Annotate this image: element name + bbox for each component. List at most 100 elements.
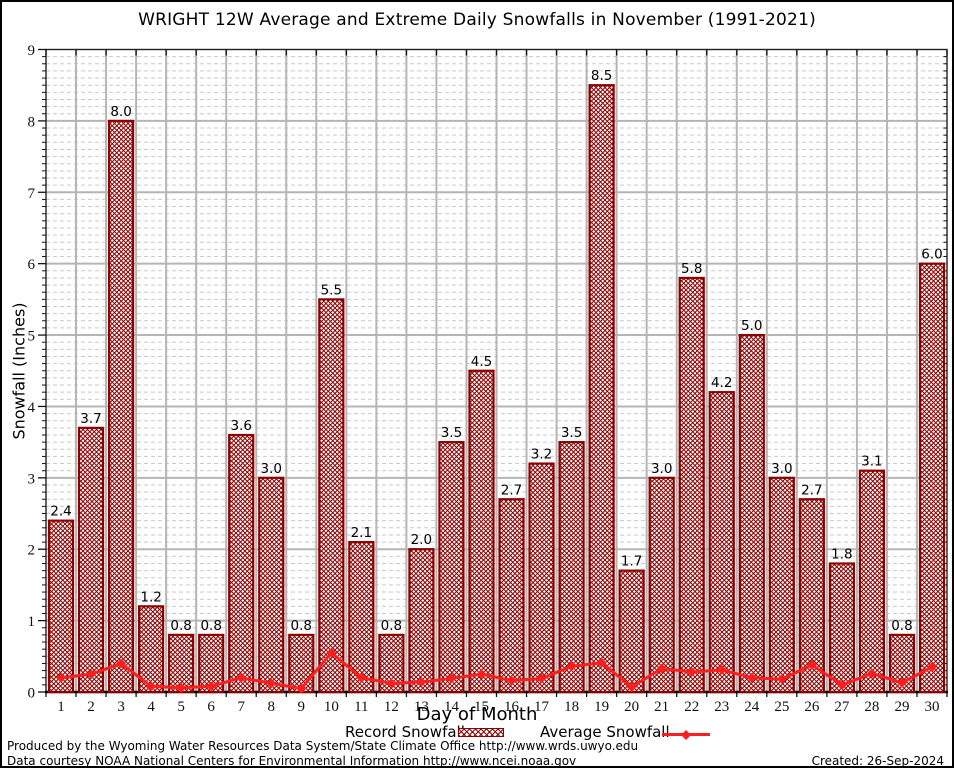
- record-bar-day-25: [768, 476, 795, 694]
- y-tick-label: 2: [28, 543, 36, 559]
- record-bar-day-20: [618, 569, 645, 694]
- record-bar-day-16: [498, 498, 525, 694]
- bar-value-label: 5.0: [741, 318, 762, 334]
- y-tick-label: 0: [28, 686, 36, 702]
- bar-value-label: 5.5: [321, 282, 342, 298]
- record-bar-day-2: [77, 426, 105, 694]
- bar-value-label: 2.0: [411, 532, 432, 548]
- avg-marker-day-15: [476, 669, 487, 680]
- bar-value-label: 4.2: [711, 375, 732, 391]
- x-tick-label: 3: [117, 699, 125, 715]
- x-tick-label: 5: [177, 699, 185, 715]
- avg-marker-day-21: [656, 663, 667, 674]
- bar-value-label: 2.7: [501, 482, 522, 498]
- bar-value-label: 5.8: [681, 261, 702, 277]
- chart-title: WRIGHT 12W Average and Extreme Daily Sno…: [138, 10, 816, 30]
- x-tick-label: 30: [924, 699, 939, 715]
- x-tick-label: 28: [864, 699, 879, 715]
- x-tick-label: 8: [268, 699, 276, 715]
- bar-value-label: 3.2: [531, 447, 552, 463]
- avg-marker-day-1: [56, 672, 67, 683]
- avg-marker-day-2: [86, 669, 97, 680]
- x-tick-label: 20: [624, 699, 639, 715]
- x-tick-label: 16: [504, 699, 520, 715]
- avg-marker-day-30: [926, 662, 937, 673]
- avg-marker-day-27: [836, 679, 847, 690]
- x-tick-label: 14: [444, 699, 460, 715]
- x-tick-label: 11: [354, 699, 368, 715]
- x-tick-label: 9: [298, 699, 306, 715]
- bar-value-label: 3.0: [261, 461, 282, 477]
- avg-marker-day-12: [386, 678, 397, 689]
- bar-value-label: 3.1: [861, 454, 882, 470]
- y-tick-label: 1: [28, 614, 36, 630]
- bar-value-label: 3.0: [771, 461, 792, 477]
- bar-value-label: 3.0: [651, 461, 672, 477]
- record-bar-day-13: [408, 548, 435, 694]
- bar-value-label: 3.7: [80, 411, 101, 427]
- average-line: [60, 651, 933, 690]
- footer-created-date: Created: 26-Sep-2024: [811, 754, 944, 768]
- x-axis-label: Day of Month: [416, 704, 538, 725]
- vertical-gridlines: [75, 49, 918, 692]
- x-tick-label: 23: [714, 699, 729, 715]
- bar-value-label: 2.1: [351, 525, 372, 541]
- bar-value-label: 3.6: [230, 418, 251, 434]
- record-bar-day-23: [708, 391, 735, 694]
- y-tick-label: 7: [28, 186, 36, 202]
- bar-value-label: 0.8: [381, 618, 402, 634]
- record-bar-day-10: [318, 298, 345, 694]
- avg-marker-day-19: [596, 657, 607, 668]
- avg-marker-day-17: [536, 673, 547, 684]
- record-snowfall-bars: [47, 84, 946, 694]
- avg-marker-day-22: [686, 667, 697, 678]
- x-tick-label: 22: [684, 699, 699, 715]
- record-bar-day-27: [828, 562, 855, 694]
- x-tick-label: 29: [894, 699, 909, 715]
- x-tick-label: 17: [534, 699, 550, 715]
- avg-marker-day-7: [236, 672, 247, 683]
- record-bar-day-30: [918, 262, 946, 694]
- bar-value-label: 2.4: [50, 504, 71, 520]
- record-bar-day-14: [438, 441, 465, 694]
- avg-marker-day-18: [566, 661, 577, 672]
- bar-value-label: 1.2: [140, 589, 161, 605]
- record-bar-day-18: [558, 441, 585, 694]
- x-tick-label: 24: [744, 699, 760, 715]
- avg-marker-day-13: [416, 677, 427, 688]
- bar-value-label: 3.5: [441, 425, 462, 441]
- x-tick-label: 18: [564, 699, 579, 715]
- avg-marker-day-6: [206, 681, 217, 692]
- bar-value-label: 0.8: [170, 618, 191, 634]
- bar-value-label: 2.7: [801, 482, 822, 498]
- x-tick-label: 26: [804, 699, 820, 715]
- record-bar-day-7: [228, 433, 255, 694]
- record-bar-day-4: [138, 605, 165, 694]
- x-tick-label: 6: [207, 699, 215, 715]
- x-tick-label: 15: [474, 699, 489, 715]
- avg-marker-day-20: [626, 682, 637, 693]
- x-tick-label: 19: [594, 699, 609, 715]
- avg-marker-day-25: [776, 674, 787, 685]
- y-tick-label: 6: [28, 257, 36, 273]
- record-bar-day-28: [858, 469, 886, 694]
- x-tick-label: 2: [87, 699, 95, 715]
- avg-marker-day-23: [716, 664, 727, 675]
- bar-value-label: 8.5: [591, 68, 612, 84]
- x-tick-label: 12: [384, 699, 399, 715]
- record-bar-day-22: [678, 276, 705, 694]
- record-bar-day-19: [588, 84, 615, 694]
- record-bar-day-21: [648, 476, 675, 694]
- record-bar-day-8: [258, 476, 285, 694]
- avg-marker-day-29: [896, 677, 907, 688]
- x-tick-label: 7: [237, 699, 245, 715]
- y-tick-label: 5: [28, 329, 36, 345]
- avg-marker-day-11: [356, 672, 367, 683]
- avg-marker-day-10: [326, 647, 337, 658]
- axis-ticks: [38, 48, 948, 697]
- bar-value-label: 0.8: [891, 618, 912, 634]
- avg-marker-day-26: [806, 659, 817, 670]
- x-tick-label: 4: [147, 699, 155, 715]
